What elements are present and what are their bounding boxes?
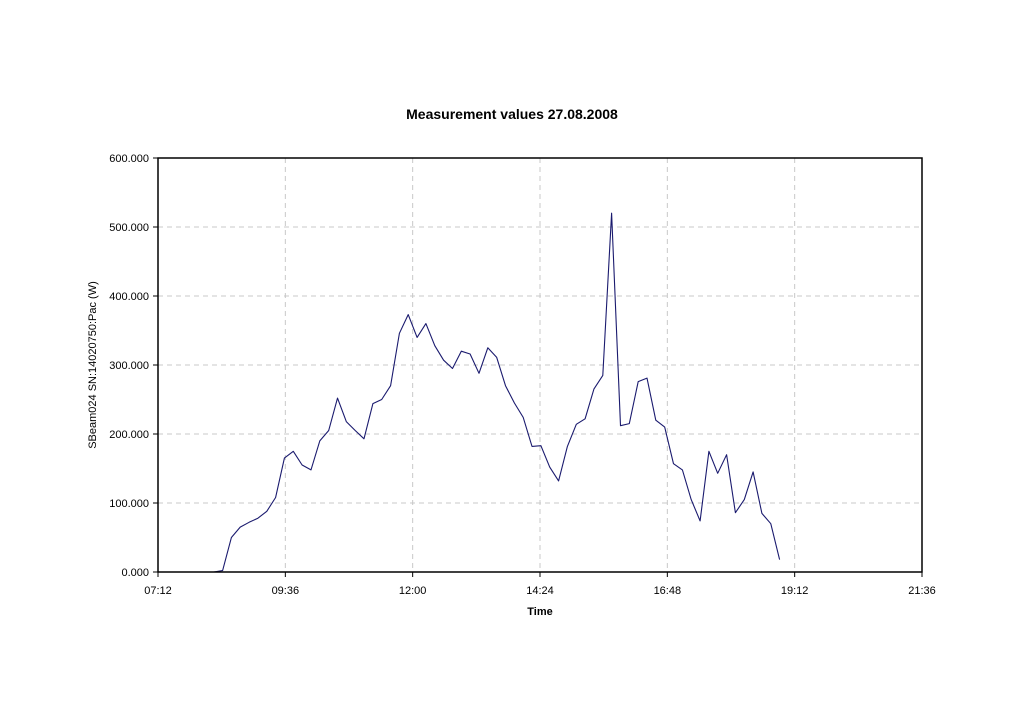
chart-title: Measurement values 27.08.2008 [406, 106, 618, 122]
y-tick-label: 100.000 [109, 498, 149, 510]
y-tick-label: 400.000 [109, 291, 149, 303]
x-axis-title: Time [527, 606, 552, 618]
x-tick-label: 21:36 [908, 585, 936, 597]
x-tick-label: 09:36 [272, 585, 300, 597]
y-axis: 0.000 100.000 200.000 300.000 400.000 500.000… [109, 153, 158, 579]
y-tick-label: 600.000 [109, 153, 149, 165]
y-axis-title: SBeam024 SN:14020750:Pac (W) [87, 281, 99, 449]
y-tick-label: 200.000 [109, 429, 149, 441]
y-tick-label: 0.000 [121, 567, 149, 579]
x-tick-label: 14:24 [526, 585, 554, 597]
grid-lines [158, 158, 922, 572]
y-tick-label: 500.000 [109, 222, 149, 234]
x-tick-label: 07:12 [144, 585, 172, 597]
x-axis: 07:12 09:36 12:00 14:24 16:48 19:12 21:36 [144, 572, 936, 597]
series-group [213, 212, 781, 573]
x-tick-label: 19:12 [781, 585, 809, 597]
x-tick-label: 12:00 [399, 585, 427, 597]
x-tick-label: 16:48 [654, 585, 682, 597]
y-tick-label: 300.000 [109, 360, 149, 372]
series-line [213, 212, 781, 573]
